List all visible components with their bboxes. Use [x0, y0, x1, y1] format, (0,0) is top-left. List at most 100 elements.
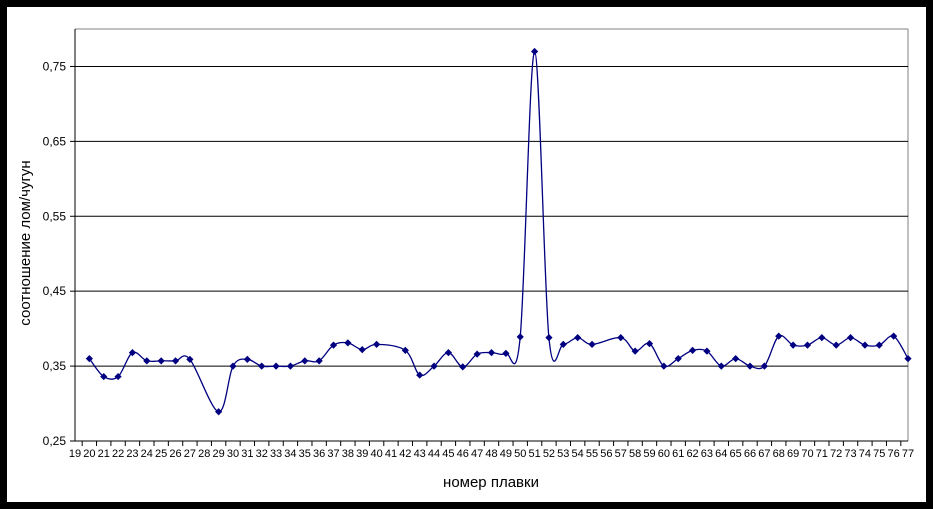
x-tick-label: 57 [615, 448, 627, 460]
x-tick-label: 41 [385, 448, 397, 460]
data-point-marker [186, 355, 194, 363]
data-point-marker [100, 372, 108, 381]
data-point-marker [717, 362, 725, 370]
data-point-marker [530, 47, 539, 56]
data-point-marker [846, 334, 855, 342]
tick-label-layer: 0,25 0,35 0,45 0,55 0,65 0,75 19 20 21 22 23 24 25 26… [43, 59, 914, 460]
x-tick-label: 70 [801, 448, 813, 460]
data-point-marker [85, 355, 93, 363]
data-point-marker [416, 371, 424, 379]
x-tick-label: 74 [859, 448, 871, 460]
data-point-marker [473, 350, 481, 358]
data-point-marker [143, 357, 151, 365]
x-tick-label: 72 [830, 448, 842, 460]
x-tick-label: 26 [169, 448, 181, 460]
x-tick-label: 55 [586, 448, 598, 460]
y-tick-label: 0,75 [43, 59, 67, 73]
x-tick-label: 68 [773, 448, 785, 460]
data-point-marker [344, 339, 352, 347]
data-point-marker [832, 341, 840, 349]
x-tick-label: 44 [428, 448, 440, 460]
x-tick-label: 47 [471, 448, 483, 460]
data-point-marker [688, 346, 697, 354]
x-tick-label: 51 [528, 448, 540, 460]
x-tick-label: 61 [672, 448, 684, 460]
x-tick-label: 30 [227, 448, 239, 460]
x-tick-label: 63 [701, 448, 713, 460]
data-point-marker [631, 347, 639, 355]
data-point-marker [559, 340, 567, 348]
data-point-marker [502, 349, 510, 357]
x-tick-label: 62 [686, 448, 698, 460]
data-point-marker [703, 347, 711, 355]
x-tick-label: 33 [270, 448, 282, 460]
x-tick-label: 46 [457, 448, 469, 460]
data-point-marker [286, 362, 295, 370]
data-series-layer [85, 47, 912, 416]
x-tick-label: 60 [658, 448, 670, 460]
data-point-marker [516, 333, 524, 341]
y-tick-label: 0,45 [43, 284, 67, 298]
x-tick-label: 49 [500, 448, 512, 460]
x-tick-label: 59 [643, 448, 655, 460]
data-point-marker [775, 332, 783, 340]
x-tick-label: 22 [112, 448, 124, 460]
x-tick-label: 53 [557, 448, 569, 460]
x-tick-label: 32 [256, 448, 268, 460]
data-point-marker [732, 355, 740, 363]
x-tick-label: 36 [313, 448, 325, 460]
data-point-marker [258, 362, 266, 370]
x-tick-label: 34 [284, 448, 296, 460]
x-tick-label: 75 [873, 448, 885, 460]
x-tick-label: 28 [198, 448, 210, 460]
x-tick-label: 67 [758, 448, 770, 460]
data-point-marker [803, 341, 812, 349]
data-point-marker [760, 362, 768, 370]
data-point-marker [674, 355, 682, 363]
x-tick-label: 69 [787, 448, 799, 460]
data-point-marker [904, 355, 912, 363]
data-point-marker [645, 340, 654, 348]
x-tick-label: 19 [69, 448, 81, 460]
x-tick-label: 56 [600, 448, 612, 460]
data-point-marker [861, 341, 869, 349]
x-tick-label: 65 [730, 448, 742, 460]
data-point-marker [215, 408, 223, 416]
data-point-marker [574, 334, 582, 342]
data-point-marker [660, 362, 668, 370]
x-tick-label: 25 [155, 448, 167, 460]
data-line [88, 50, 909, 413]
plot-border-layer [75, 28, 909, 441]
x-tick-label: 20 [83, 448, 95, 460]
data-point-marker [401, 346, 409, 354]
data-point-marker [588, 340, 596, 348]
x-tick-label: 42 [399, 448, 411, 460]
x-axis-title: номер плавки [443, 474, 539, 491]
data-point-marker [171, 357, 180, 365]
data-point-marker [157, 357, 165, 365]
x-tick-label: 27 [184, 448, 196, 460]
data-point-marker [329, 341, 338, 349]
y-axis-title: соотношение лом/чугун [17, 160, 34, 325]
data-point-marker [301, 357, 309, 365]
x-tick-label: 39 [356, 448, 368, 460]
y-tick-label: 0,35 [43, 359, 67, 373]
gridline-layer [75, 65, 908, 367]
data-point-marker [444, 349, 453, 357]
data-point-marker [243, 355, 251, 363]
x-tick-label: 23 [126, 448, 138, 460]
data-point-marker [487, 349, 496, 357]
x-tick-label: 71 [816, 448, 828, 460]
x-tick-label: 73 [844, 448, 856, 460]
x-tick-label: 48 [485, 448, 497, 460]
x-tick-label: 31 [241, 448, 253, 460]
data-point-marker [818, 334, 826, 342]
x-tick-label: 58 [629, 448, 641, 460]
x-tick-label: 76 [888, 448, 900, 460]
data-point-marker [128, 349, 137, 357]
axis-layer [70, 29, 908, 446]
data-point-marker [617, 334, 625, 342]
data-point-marker [789, 341, 797, 349]
x-tick-label: 40 [370, 448, 382, 460]
